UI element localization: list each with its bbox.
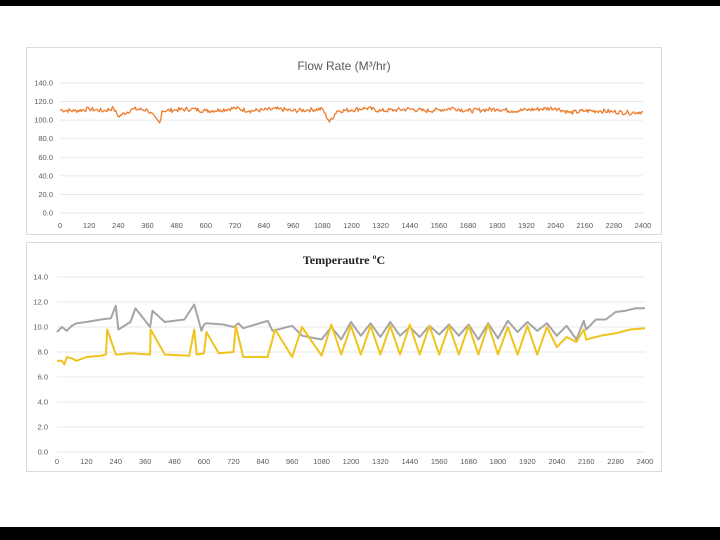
y-tick-label: 8.0	[38, 348, 48, 357]
y-tick-label: 10.0	[33, 323, 48, 332]
temperature-chart: Temperautre ºC 0.0 2.0 4.0 6.0 8.0 10.0 12.0 14.…	[33, 253, 654, 466]
y-tick-label: 60.0	[38, 153, 53, 162]
flow-rate-chart: Flow Rate (M³/hr) 0.0 20.0 40.0 60.0 80.0 100.…	[34, 59, 652, 230]
x-tick-label: 960	[286, 457, 299, 466]
x-tick-label: 2400	[637, 457, 654, 466]
temperature-chart-panel: Temperautre ºC 0.0 2.0 4.0 6.0 8.0 10.0 12.0 14.…	[26, 242, 662, 472]
x-tick-label: 240	[112, 221, 125, 230]
x-tick-label: 840	[257, 457, 270, 466]
x-tick-label: 2280	[607, 457, 624, 466]
y-tick-label: 14.0	[33, 273, 48, 282]
bottom-black-bar	[0, 527, 720, 540]
x-tick-label: 480	[168, 457, 181, 466]
x-tick-label: 600	[199, 221, 212, 230]
x-tick-label: 2040	[548, 457, 565, 466]
x-tick-label: 720	[227, 457, 240, 466]
x-tick-label: 1440	[401, 457, 418, 466]
y-tick-label: 120.0	[34, 97, 53, 106]
y-tick-label: 12.0	[33, 298, 48, 307]
x-tick-label: 1440	[401, 221, 418, 230]
y-tick-label: 100.0	[34, 116, 53, 125]
x-tick-label: 1680	[460, 457, 477, 466]
series-line	[57, 323, 646, 366]
x-tick-label: 1800	[489, 221, 506, 230]
x-tick-label: 1920	[518, 221, 535, 230]
x-tick-label: 360	[139, 457, 152, 466]
y-tick-label: 140.0	[34, 79, 53, 88]
x-tick-label: 1200	[343, 457, 360, 466]
x-tick-label: 600	[198, 457, 211, 466]
series-line	[56, 303, 645, 341]
y-tick-label: 4.0	[38, 398, 48, 407]
x-tick-label: 960	[287, 221, 300, 230]
x-tick-label: 2400	[635, 221, 652, 230]
y-tick-label: 0.0	[38, 448, 48, 457]
x-tick-label: 1320	[372, 221, 389, 230]
x-tick-label: 120	[80, 457, 93, 466]
x-tick-label: 120	[83, 221, 96, 230]
y-tick-label: 0.0	[43, 209, 53, 218]
x-tick-label: 480	[170, 221, 183, 230]
series-line	[59, 105, 644, 124]
x-tick-label: 2280	[606, 221, 623, 230]
x-tick-label: 240	[110, 457, 123, 466]
y-tick-label: 2.0	[38, 423, 48, 432]
x-tick-label: 1680	[460, 221, 477, 230]
x-tick-label: 1080	[314, 221, 331, 230]
y-tick-label: 6.0	[38, 373, 48, 382]
top-black-bar	[0, 0, 720, 6]
x-tick-label: 2040	[547, 221, 564, 230]
x-tick-label: 0	[55, 457, 59, 466]
x-tick-label: 1920	[519, 457, 536, 466]
x-tick-label: 840	[258, 221, 271, 230]
chart-title: Temperautre ºC	[303, 253, 385, 267]
y-tick-label: 40.0	[38, 171, 53, 180]
x-tick-label: 1320	[372, 457, 389, 466]
x-tick-label: 1560	[431, 457, 448, 466]
flow-rate-chart-panel: Flow Rate (M³/hr) 0.0 20.0 40.0 60.0 80.0 100.…	[26, 47, 662, 235]
x-tick-label: 0	[58, 221, 62, 230]
x-tick-label: 720	[229, 221, 242, 230]
x-tick-label: 1800	[490, 457, 507, 466]
x-tick-label: 1560	[431, 221, 448, 230]
y-tick-label: 80.0	[38, 134, 53, 143]
x-tick-label: 2160	[576, 221, 593, 230]
chart-title: Flow Rate (M³/hr)	[297, 59, 390, 73]
y-tick-label: 20.0	[38, 190, 53, 199]
x-tick-label: 360	[141, 221, 154, 230]
x-tick-label: 1200	[343, 221, 360, 230]
x-tick-label: 2160	[578, 457, 595, 466]
x-tick-label: 1080	[313, 457, 330, 466]
